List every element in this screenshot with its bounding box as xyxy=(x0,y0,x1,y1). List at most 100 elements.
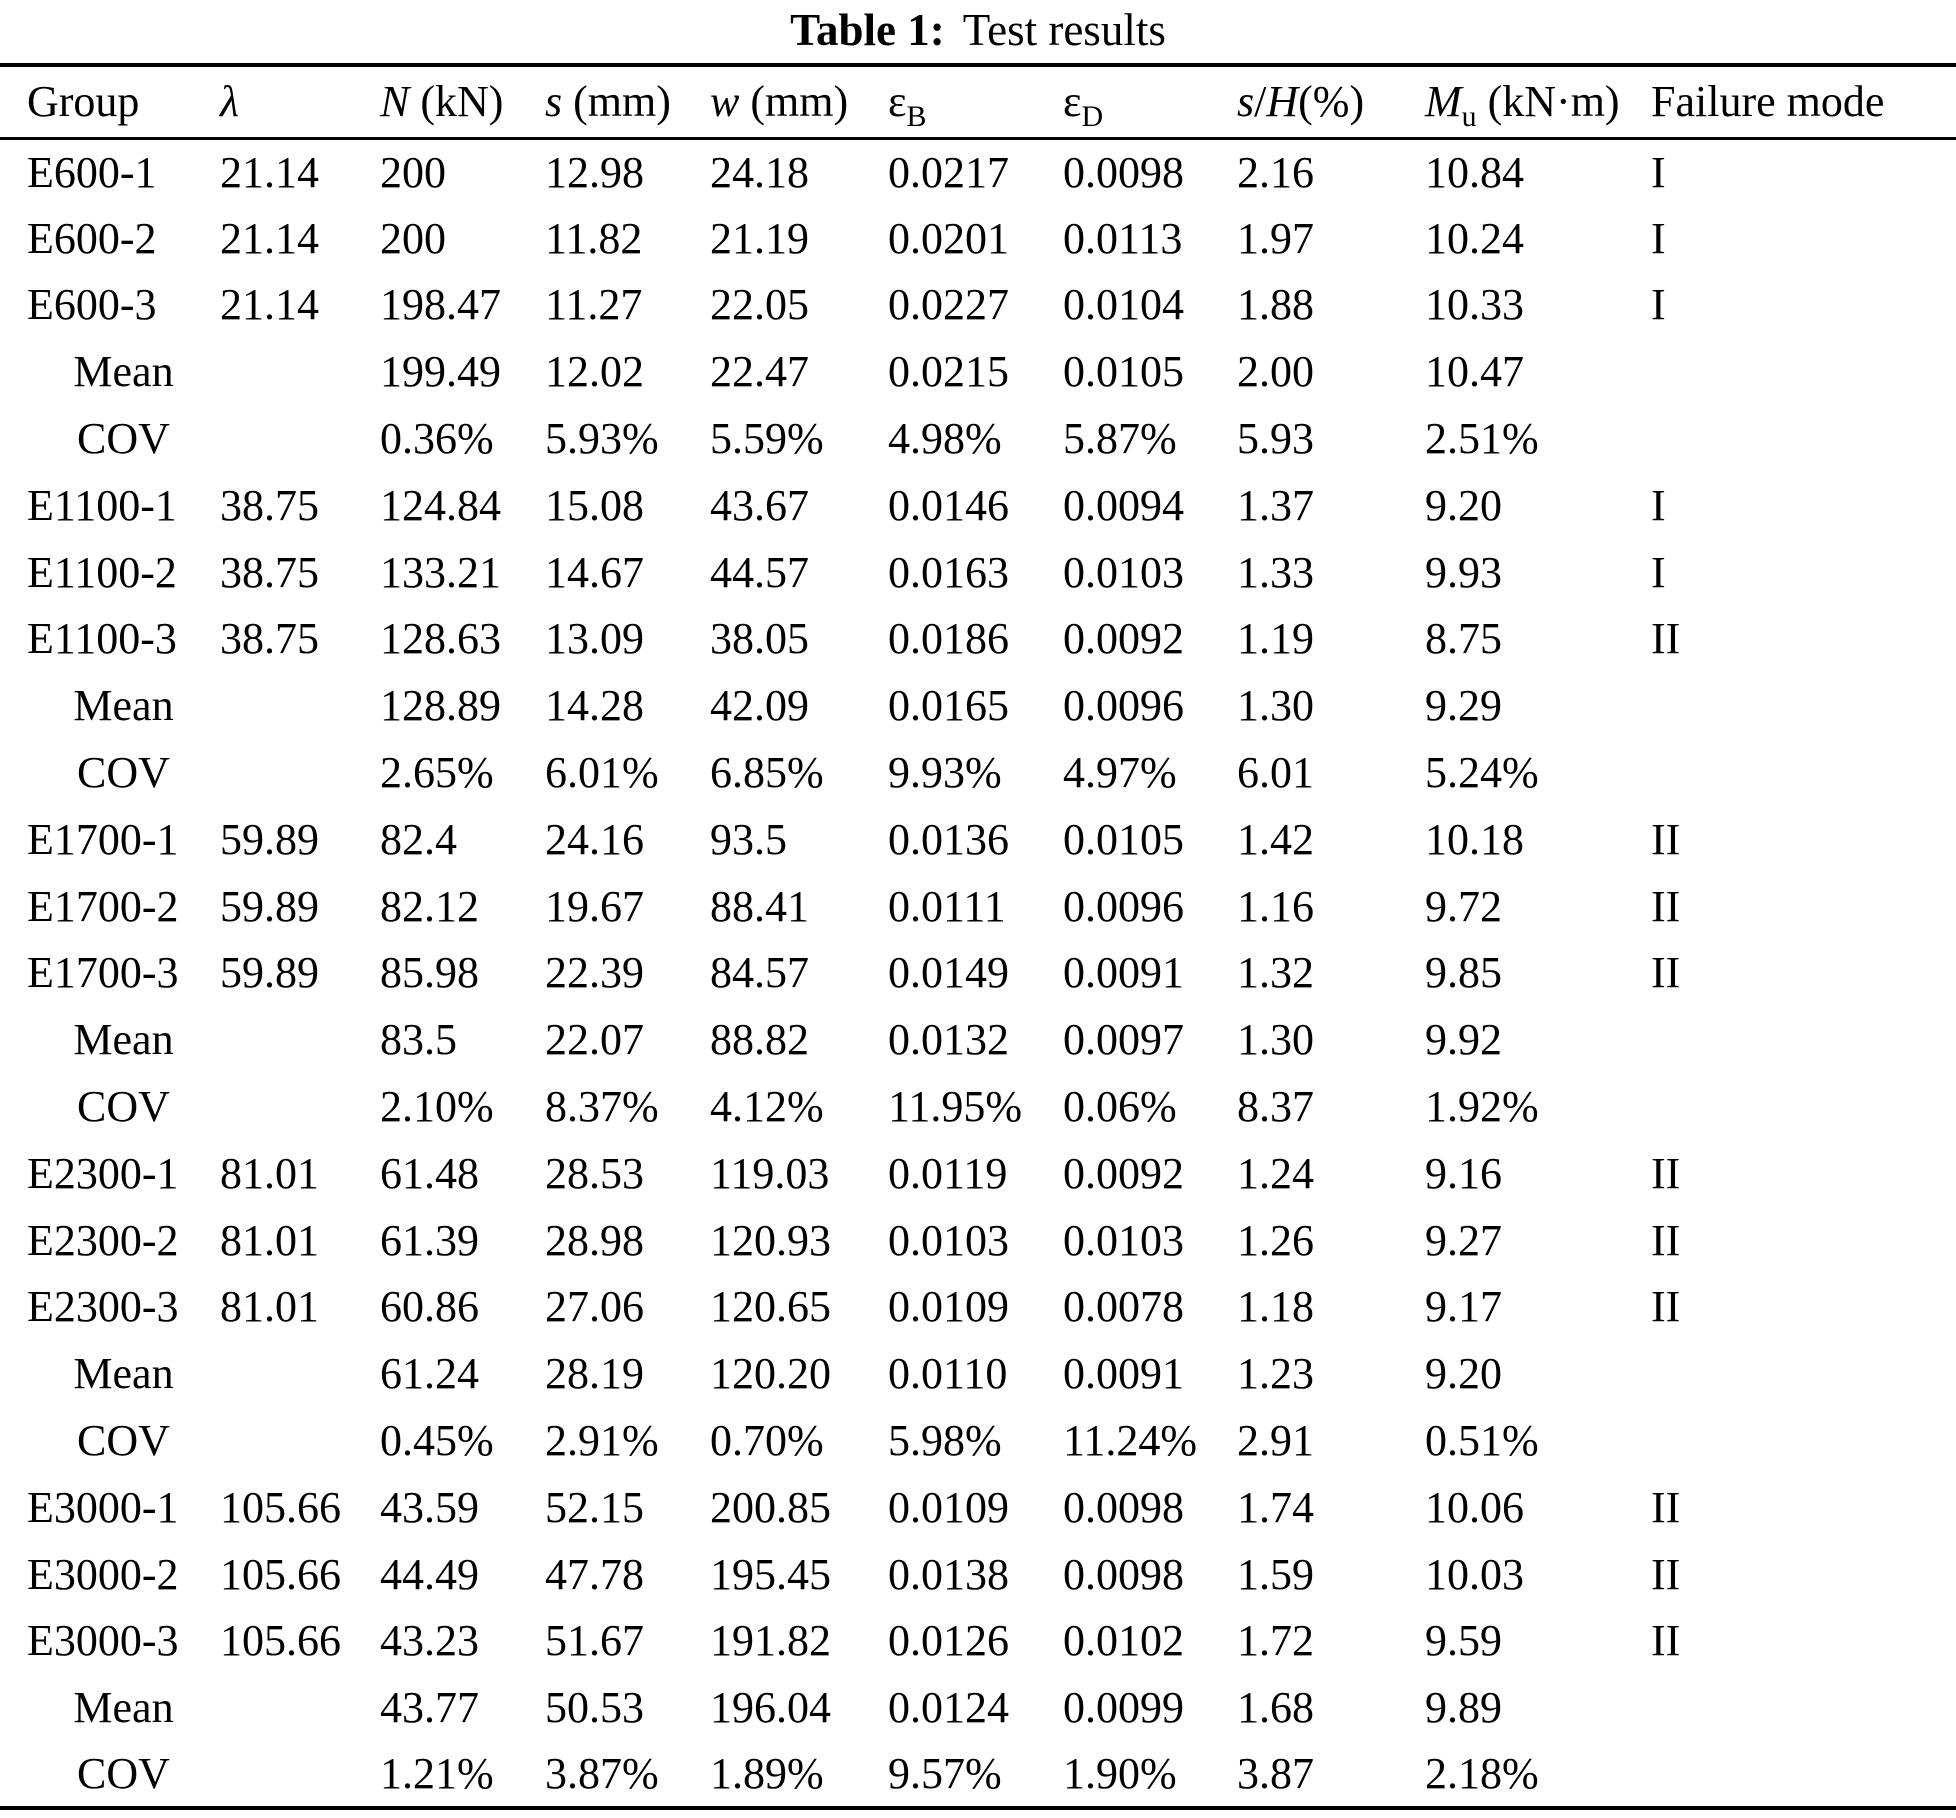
cell-s-mm: 28.98 xyxy=(545,1215,644,1265)
cell-failure-mode: II xyxy=(1651,814,1681,864)
cell-group: E1100-2 xyxy=(27,547,177,597)
cell-eps-b: 0.0111 xyxy=(888,881,1006,931)
cell-n-kn: 2.10% xyxy=(380,1082,494,1132)
cell-mu-knm: 8.75 xyxy=(1425,614,1502,664)
cell-group: E600-2 xyxy=(27,213,157,263)
cell-w-mm: 1.89% xyxy=(710,1749,824,1799)
cell-mu-knm: 10.47 xyxy=(1425,347,1524,397)
cell-failure-mode: I xyxy=(1651,147,1666,197)
cell-n-kn: 200 xyxy=(380,147,446,197)
cell-mu-knm: 2.51% xyxy=(1425,414,1539,464)
cell-n-kn: 43.77 xyxy=(380,1683,479,1733)
cell-s-mm: 5.93% xyxy=(545,414,659,464)
cell-mu-knm: 1.92% xyxy=(1425,1082,1539,1132)
cell-s-h-pct: 1.33 xyxy=(1237,547,1314,597)
cell-mu-knm: 9.27 xyxy=(1425,1215,1502,1265)
table-row: COV 1.21% 3.87% 1.89% 9.57% 1.90% 3.87 2.18% xyxy=(0,1741,1956,1808)
cell-group: E1700-3 xyxy=(27,948,179,998)
cell-failure-mode: II xyxy=(1651,1549,1681,1599)
cell-eps-d: 0.0092 xyxy=(1063,1148,1184,1198)
cell-eps-d: 1.90% xyxy=(1063,1749,1177,1799)
cell-failure-mode xyxy=(1651,1674,1956,1741)
cell-mu-knm: 9.29 xyxy=(1425,681,1502,731)
cell-n-kn: 61.48 xyxy=(380,1148,479,1198)
cell-eps-b: 0.0109 xyxy=(888,1482,1009,1532)
table-row: E1100-1 38.75 124.84 15.08 43.67 0.0146 0.0094… xyxy=(0,472,1956,539)
cell-lambda xyxy=(220,405,380,472)
cell-n-kn: 200 xyxy=(380,213,446,263)
table-row: E2300-1 81.01 61.48 28.53 119.03 0.0119 0.0092… xyxy=(0,1140,1956,1207)
cell-group: E3000-1 xyxy=(27,1482,179,1532)
cell-failure-mode xyxy=(1651,1741,1956,1808)
column-header-eps-d: εD xyxy=(1063,65,1237,140)
cell-s-h-pct: 1.32 xyxy=(1237,948,1314,998)
cell-lambda: 59.89 xyxy=(220,948,319,998)
header-segment: M xyxy=(1425,77,1462,127)
cell-failure-mode: II xyxy=(1651,1282,1681,1332)
cell-failure-mode xyxy=(1651,1340,1956,1407)
cell-w-mm: 6.85% xyxy=(710,748,824,798)
column-header-s-h-pct: s/H(%) xyxy=(1237,65,1425,140)
cell-n-kn: 133.21 xyxy=(380,547,501,597)
cell-group: Mean xyxy=(73,347,174,397)
cell-s-h-pct: 1.30 xyxy=(1237,681,1314,731)
cell-w-mm: 195.45 xyxy=(710,1549,831,1599)
cell-n-kn: 43.23 xyxy=(380,1616,479,1666)
cell-eps-b: 0.0124 xyxy=(888,1683,1009,1733)
cell-lambda xyxy=(220,1741,380,1808)
cell-eps-d: 0.0097 xyxy=(1063,1015,1184,1065)
header-segment: ε xyxy=(888,77,907,127)
table-row: E1100-2 38.75 133.21 14.67 44.57 0.0163 0.0103… xyxy=(0,539,1956,606)
cell-eps-d: 0.0096 xyxy=(1063,881,1184,931)
cell-eps-b: 4.98% xyxy=(888,414,1002,464)
cell-eps-d: 0.0105 xyxy=(1063,347,1184,397)
cell-w-mm: 84.57 xyxy=(710,948,809,998)
cell-eps-b: 0.0163 xyxy=(888,547,1009,597)
cell-n-kn: 128.89 xyxy=(380,681,501,731)
cell-n-kn: 199.49 xyxy=(380,347,501,397)
cell-w-mm: 196.04 xyxy=(710,1683,831,1733)
cell-n-kn: 0.45% xyxy=(380,1416,494,1466)
table-row: E2300-3 81.01 60.86 27.06 120.65 0.0109 0.0078… xyxy=(0,1274,1956,1341)
cell-w-mm: 200.85 xyxy=(710,1482,831,1532)
cell-s-h-pct: 1.24 xyxy=(1237,1148,1314,1198)
table-row: E1100-3 38.75 128.63 13.09 38.05 0.0186 0.0092… xyxy=(0,606,1956,673)
cell-s-h-pct: 1.42 xyxy=(1237,814,1314,864)
cell-mu-knm: 2.18% xyxy=(1425,1749,1539,1799)
cell-eps-d: 0.0105 xyxy=(1063,814,1184,864)
cell-eps-d: 0.0094 xyxy=(1063,480,1184,530)
cell-eps-d: 0.0103 xyxy=(1063,547,1184,597)
cell-s-h-pct: 1.30 xyxy=(1237,1015,1314,1065)
cell-w-mm: 38.05 xyxy=(710,614,809,664)
table-row: Mean 83.5 22.07 88.82 0.0132 0.0097 1.30 9.92 xyxy=(0,1006,1956,1073)
cell-lambda xyxy=(220,739,380,806)
cell-s-mm: 2.91% xyxy=(545,1416,659,1466)
cell-s-h-pct: 3.87 xyxy=(1237,1749,1314,1799)
cell-mu-knm: 10.84 xyxy=(1425,147,1524,197)
cell-s-mm: 22.39 xyxy=(545,948,644,998)
cell-eps-d: 0.0091 xyxy=(1063,1349,1184,1399)
cell-failure-mode xyxy=(1651,405,1956,472)
cell-eps-b: 0.0227 xyxy=(888,280,1009,330)
cell-n-kn: 44.49 xyxy=(380,1549,479,1599)
cell-w-mm: 120.93 xyxy=(710,1215,831,1265)
table-row: E600-1 21.14 200 12.98 24.18 0.0217 0.0098 2.16… xyxy=(0,138,1956,205)
cell-group: E2300-3 xyxy=(27,1282,179,1332)
header-segment: (kN) xyxy=(409,77,504,127)
cell-failure-mode: II xyxy=(1651,948,1681,998)
cell-eps-d: 0.0104 xyxy=(1063,280,1184,330)
cell-eps-d: 0.0078 xyxy=(1063,1282,1184,1332)
cell-n-kn: 124.84 xyxy=(380,480,501,530)
cell-s-h-pct: 2.00 xyxy=(1237,347,1314,397)
cell-group: COV xyxy=(77,414,170,464)
table-row: E3000-3 105.66 43.23 51.67 191.82 0.0126 0.010… xyxy=(0,1608,1956,1675)
cell-lambda: 21.14 xyxy=(220,213,319,263)
cell-eps-d: 0.0098 xyxy=(1063,1482,1184,1532)
table-row: E3000-1 105.66 43.59 52.15 200.85 0.0109 0.009… xyxy=(0,1474,1956,1541)
header-segment: w xyxy=(710,77,740,127)
cell-n-kn: 198.47 xyxy=(380,280,501,330)
cell-s-h-pct: 1.23 xyxy=(1237,1349,1314,1399)
column-header-lambda: λ xyxy=(220,65,380,140)
cell-eps-b: 0.0146 xyxy=(888,480,1009,530)
